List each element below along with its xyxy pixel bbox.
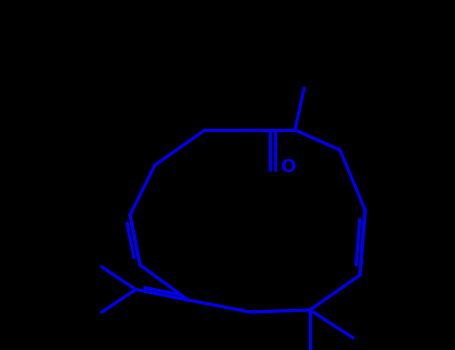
Text: O: O (280, 158, 295, 176)
